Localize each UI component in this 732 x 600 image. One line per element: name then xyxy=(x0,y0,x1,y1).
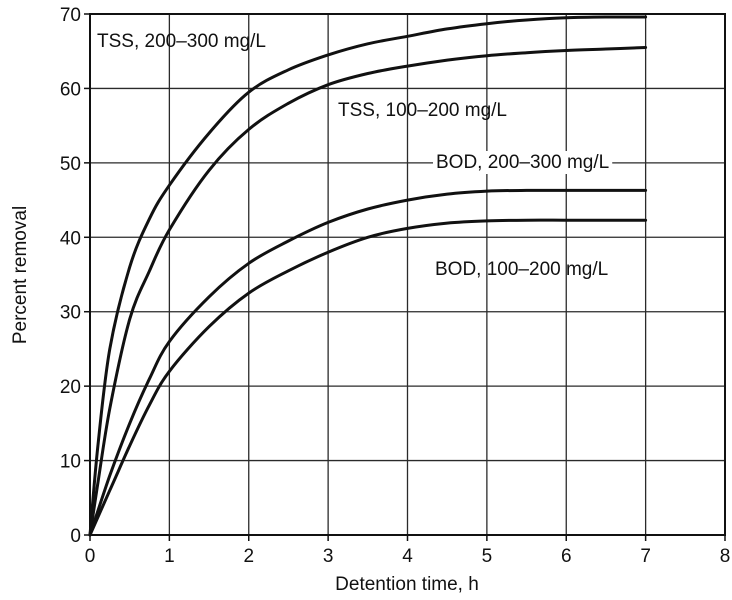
y-tick-label: 70 xyxy=(60,5,81,26)
x-tick-label: 3 xyxy=(323,546,334,567)
x-tick-label: 1 xyxy=(164,546,175,567)
series-bod-200-300 xyxy=(88,188,648,537)
x-tick-label: 2 xyxy=(243,546,254,567)
x-tick-label: 8 xyxy=(720,546,731,567)
y-tick-label: 30 xyxy=(60,303,81,324)
axis-ticks: 0 1 2 3 4 5 6 7 8 0 10 20 30 40 50 60 70 xyxy=(60,5,730,567)
x-tick-label: 6 xyxy=(561,546,572,567)
label-tss-200-300: TSS, 200–300 mg/L xyxy=(97,31,266,52)
y-tick-label: 50 xyxy=(60,154,81,175)
x-tick-label: 4 xyxy=(402,546,413,567)
x-axis-label: Detention time, h xyxy=(335,574,479,595)
label-background xyxy=(433,151,613,174)
series-bod-100-200 xyxy=(88,218,648,537)
series-tss-100-200 xyxy=(88,46,648,537)
grid xyxy=(90,14,725,535)
x-tick-label: 0 xyxy=(85,546,96,567)
series-lines xyxy=(88,15,648,537)
y-tick-label: 40 xyxy=(60,228,81,249)
label-tss-100-200: TSS, 100–200 mg/L xyxy=(338,100,507,121)
y-tick-label: 0 xyxy=(70,526,81,547)
x-tick-label: 7 xyxy=(640,546,651,567)
series-tss-200-300 xyxy=(88,15,648,537)
y-tick-label: 10 xyxy=(60,452,81,473)
x-tick-label: 5 xyxy=(482,546,493,567)
y-tick-label: 20 xyxy=(60,377,81,398)
y-axis-label: Percent removal xyxy=(10,206,31,344)
label-bod-100-200: BOD, 100–200 mg/L xyxy=(435,259,608,280)
y-tick-label: 60 xyxy=(60,79,81,100)
series-labels: TSS, 200–300 mg/L TSS, 100–200 mg/L BOD, 2… xyxy=(97,31,613,280)
label-bod-200-300: BOD, 200–300 mg/L xyxy=(436,152,609,173)
